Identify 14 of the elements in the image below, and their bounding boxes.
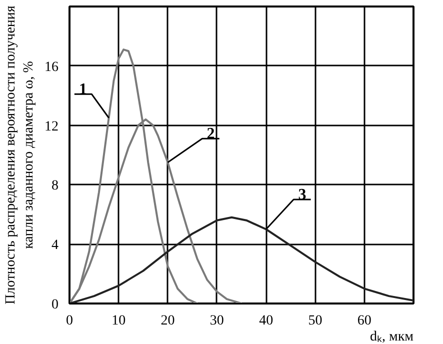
x-tick-label: 20 xyxy=(160,314,175,328)
x-tick-label: 30 xyxy=(210,314,224,328)
x-tick-label: 50 xyxy=(308,314,322,328)
y-axis-title: Плотность распределения вероятности получения капли заданного диаметра ω, % xyxy=(4,5,36,304)
y-tick-label: 12 xyxy=(44,119,58,134)
x-tick-label: 40 xyxy=(259,314,274,328)
x-axis-title: dₖ, мкм xyxy=(370,330,414,344)
y-tick-label: 4 xyxy=(52,238,58,254)
x-tick-label: 10 xyxy=(112,314,126,328)
y-tick-label: 0 xyxy=(52,298,58,312)
x-tick-label: 0 xyxy=(66,314,73,328)
y-tick-label: 16 xyxy=(44,60,58,75)
y-tick-label: 8 xyxy=(52,178,58,194)
x-tick-label: 60 xyxy=(357,314,372,328)
